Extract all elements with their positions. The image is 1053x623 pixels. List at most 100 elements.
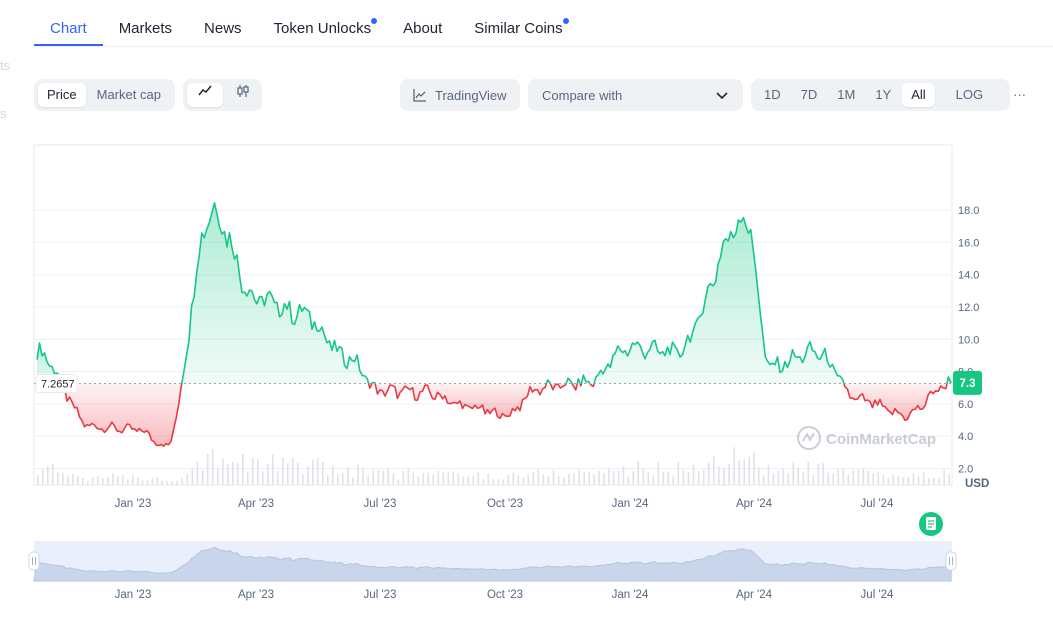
volume-bar (677, 461, 680, 485)
volume-bar (497, 479, 500, 485)
down-area (580, 383, 582, 386)
marketcap-button[interactable]: Market cap (96, 87, 161, 102)
volume-bar (452, 471, 455, 485)
volume-bar (647, 472, 650, 485)
down-line (549, 383, 567, 391)
tab-bar: Chart Markets News Token Unlocks About S… (34, 0, 579, 46)
volume-bar (47, 465, 49, 485)
volume-bar (608, 469, 610, 485)
volume-bar (97, 475, 99, 485)
tab-chart-label: Chart (50, 20, 87, 37)
x-tick-label: Jan '23 (115, 498, 152, 510)
range-1y-button[interactable]: 1Y (875, 87, 892, 102)
volume-bar (642, 468, 645, 485)
line-chart-button[interactable] (187, 83, 223, 107)
volume-bar (662, 471, 665, 485)
volume-bar (52, 463, 54, 485)
volume-bar (387, 468, 390, 485)
up-area (577, 378, 580, 384)
chart-style-toggle (183, 79, 262, 111)
tab-about-label: About (403, 20, 443, 37)
x-tick-label: Jan '24 (612, 498, 649, 510)
price-marketcap-toggle: Price Market cap (34, 79, 175, 111)
tab-chart[interactable]: Chart (34, 0, 103, 46)
volume-bar (442, 472, 445, 485)
volume-bar (191, 468, 194, 485)
volume-bar (232, 461, 234, 485)
volume-bar (738, 460, 740, 485)
volume-bar (787, 473, 790, 485)
volume-bar (897, 476, 900, 485)
volume-bar (171, 481, 173, 485)
volume-bar (392, 473, 395, 485)
volume-bar (758, 467, 760, 485)
candlestick-button[interactable] (225, 83, 261, 107)
up-area (546, 379, 551, 384)
compare-with-select[interactable]: Compare with (528, 79, 743, 111)
x-tick-label: Jul '24 (861, 498, 894, 510)
volume-bar (282, 457, 284, 485)
log-scale-button[interactable]: LOG (955, 87, 984, 102)
volume-bar (887, 478, 890, 485)
y-tick-label: 4.0 (958, 431, 973, 443)
chart-areas (37, 202, 951, 447)
volume-bar (166, 480, 168, 485)
tradingview-button[interactable]: TradingView (400, 79, 520, 111)
down-area (843, 383, 947, 421)
volume-bar (782, 468, 785, 485)
volume-bar (807, 461, 810, 485)
volume-bar (247, 471, 249, 485)
coinmarketcap-logo-icon (797, 426, 821, 450)
volume-bar (427, 472, 430, 485)
volume-bar (237, 462, 239, 485)
volume-bar (517, 475, 520, 485)
volume-bar (733, 447, 735, 485)
compare-with-label: Compare with (542, 87, 623, 103)
tab-divider (34, 46, 1053, 47)
volume-bar (212, 449, 214, 485)
tab-about[interactable]: About (387, 0, 458, 46)
tab-similar-coins[interactable]: Similar Coins (458, 0, 578, 46)
volume-bar (342, 472, 344, 485)
tab-token-unlocks[interactable]: Token Unlocks (258, 0, 388, 46)
navigator-series (33, 546, 952, 582)
range-1m-button[interactable]: 1M (837, 87, 856, 102)
down-area (368, 383, 372, 389)
volume-bar (527, 475, 530, 485)
range-1d-button[interactable]: 1D (764, 87, 781, 102)
volume-bar (67, 476, 69, 485)
volume-bar (332, 465, 334, 485)
volume-bar (437, 470, 440, 485)
volume-bar (617, 470, 620, 485)
x-tick-label: Jul '23 (364, 498, 397, 510)
volume-bar (928, 478, 930, 485)
volume-bar (297, 463, 299, 485)
down-area (375, 383, 547, 419)
tab-news[interactable]: News (188, 0, 258, 46)
volume-bar (186, 473, 189, 485)
range-all-button[interactable]: All (902, 83, 935, 107)
volume-bar (146, 480, 149, 485)
range-7d-button[interactable]: 7D (800, 87, 818, 102)
y-tick-label: 2.0 (958, 464, 973, 476)
y-tick-label: 12.0 (958, 302, 979, 314)
range-navigator[interactable] (28, 541, 957, 582)
tab-markets[interactable]: Markets (103, 0, 188, 46)
volume-bar (568, 473, 570, 485)
volume-bar (482, 479, 485, 485)
more-options-button[interactable]: ··· (1013, 87, 1027, 102)
notes-button[interactable] (919, 512, 943, 536)
ghost-text-1: ts (0, 58, 11, 73)
volume-bar (127, 479, 129, 485)
up-line (181, 202, 370, 384)
volume-bar (723, 468, 725, 485)
volume-bar (702, 469, 705, 485)
price-button[interactable]: Price (38, 83, 86, 107)
volume-bar (797, 468, 800, 485)
volume-bar (622, 466, 625, 485)
volume-bar (77, 476, 79, 485)
volume-bar (907, 477, 910, 485)
down-line (374, 383, 548, 420)
up-area (581, 375, 590, 384)
tab-news-label: News (204, 20, 242, 37)
